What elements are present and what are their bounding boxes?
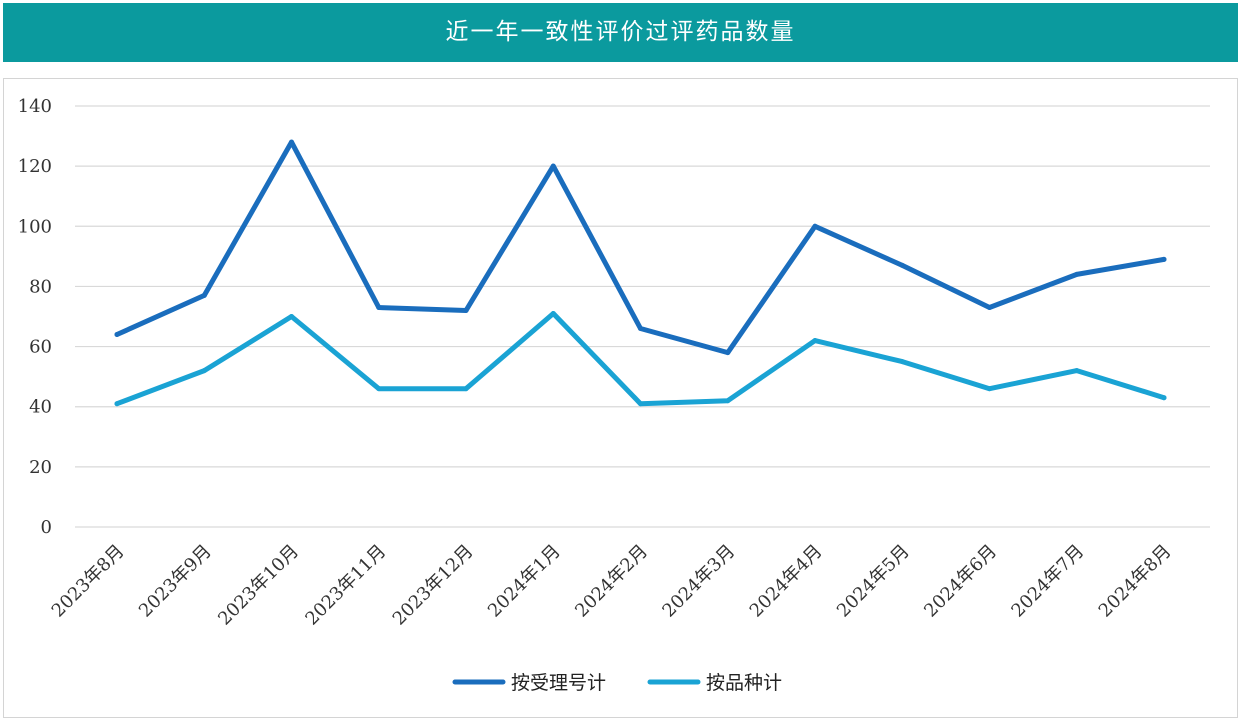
x-tick-label: 2024年3月: [658, 541, 739, 622]
series-lines: [114, 139, 1167, 407]
y-tick-label: 140: [18, 96, 52, 117]
y-tick-label: 120: [18, 156, 52, 177]
data-point: [987, 304, 992, 310]
y-tick-label: 40: [29, 397, 52, 418]
x-tick-label: 2024年8月: [1095, 541, 1176, 622]
data-point: [201, 292, 207, 298]
x-tick-label: 2024年5月: [833, 541, 914, 622]
data-point: [550, 163, 556, 169]
x-tick-label: 2023年10月: [214, 541, 303, 630]
data-point: [987, 386, 992, 392]
series-line-1: [114, 139, 1167, 356]
data-point: [289, 314, 294, 319]
chart-panel: [3, 78, 1238, 718]
data-point: [812, 223, 818, 229]
x-tick-label: 2024年1月: [484, 541, 565, 622]
data-point: [1074, 368, 1080, 374]
data-point: [376, 386, 382, 392]
data-point: [899, 262, 905, 268]
x-tick-label: 2024年7月: [1007, 541, 1088, 622]
data-point: [638, 326, 643, 332]
data-point: [376, 304, 382, 310]
data-point: [1161, 256, 1167, 262]
data-point: [289, 139, 294, 145]
y-axis-ticks: 0 20 40 60 80 100 120 140: [18, 96, 52, 538]
x-tick-label: 2023年8月: [48, 541, 129, 622]
data-point: [463, 307, 469, 313]
data-point: [114, 401, 120, 407]
y-tick-label: 100: [18, 216, 52, 237]
y-tick-label: 20: [29, 457, 52, 478]
data-point: [812, 338, 818, 344]
x-tick-label: 2024年2月: [571, 541, 652, 622]
gridlines: [75, 105, 1210, 528]
y-tick-label: 0: [41, 517, 52, 538]
legend-label-1: 按受理号计: [511, 672, 606, 694]
data-point: [725, 350, 731, 356]
x-tick-label: 2023年12月: [389, 541, 478, 630]
data-point: [899, 359, 905, 365]
chart-title-banner: 近一年一致性评价过评药品数量: [3, 3, 1238, 62]
data-point: [550, 310, 556, 316]
data-point: [201, 368, 207, 374]
data-point: [114, 332, 120, 338]
data-point: [638, 401, 643, 407]
legend-label-2: 按品种计: [706, 672, 782, 694]
data-point: [725, 398, 731, 404]
data-point: [1074, 271, 1080, 277]
data-point: [463, 386, 469, 392]
x-tick-label: 2023年11月: [301, 541, 390, 630]
y-tick-label: 60: [29, 337, 52, 358]
y-tick-label: 80: [29, 276, 52, 297]
x-tick-label: 2024年4月: [746, 541, 827, 622]
legend: 按受理号计 按品种计: [452, 672, 782, 694]
data-point: [1161, 395, 1167, 401]
x-tick-label: 2023年9月: [135, 541, 216, 622]
x-tick-label: 2024年6月: [920, 541, 1001, 622]
